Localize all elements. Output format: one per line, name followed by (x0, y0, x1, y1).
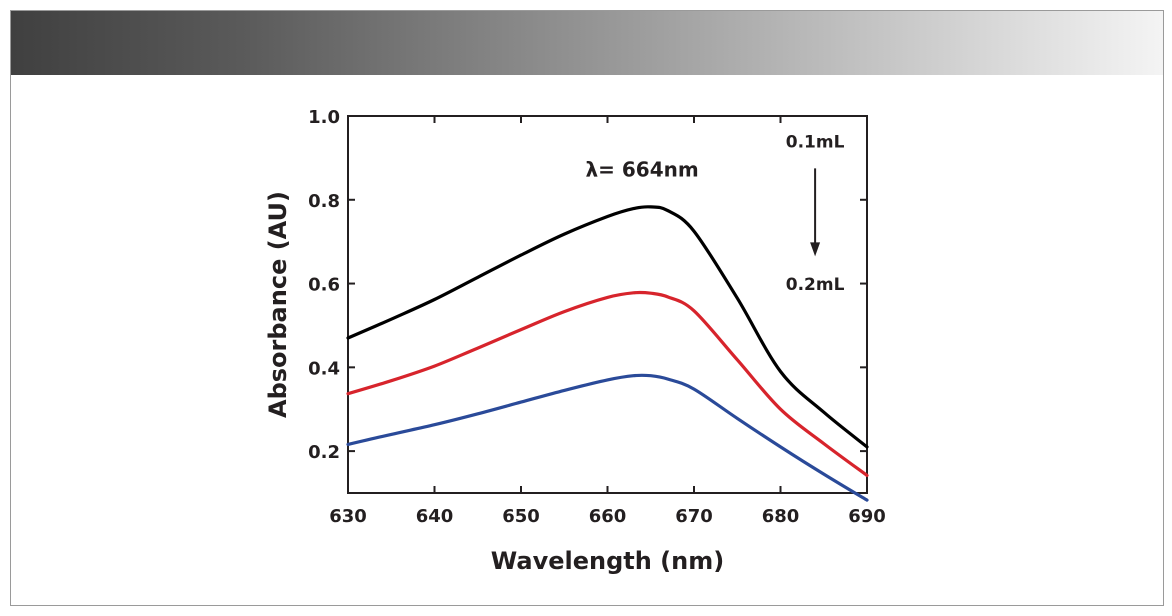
x-tick-label: 690 (848, 506, 886, 527)
figure-frame (10, 10, 1164, 606)
series-line-0-1ml (346, 205, 869, 449)
volume-start-label: 0.1mL (786, 132, 845, 152)
y-tick-label: 0.8 (308, 191, 340, 212)
arrow-down-icon (810, 242, 821, 257)
x-axis-title: Wavelength (nm) (491, 547, 724, 575)
y-axis-title: Absorbance (AU) (264, 191, 292, 418)
chart-annotations: λ= 664nm 0.1mL 0.2mL (585, 132, 844, 294)
y-tick-label: 0.6 (308, 275, 340, 296)
peak-wavelength-label: λ= 664nm (585, 158, 698, 182)
x-tick-label: 630 (329, 506, 367, 527)
series-line-0-2ml (346, 373, 869, 502)
series-line-middle (346, 290, 869, 477)
series-lines (346, 205, 869, 502)
x-tick-label: 670 (675, 506, 713, 527)
x-tick-label: 640 (416, 506, 454, 527)
header-gradient-bar (11, 11, 1163, 75)
y-tick-label: 1.0 (308, 107, 340, 128)
axis-ticks: 630 640 650 660 670 680 690 0.2 0.4 0.6 0.8 1.0 (308, 107, 886, 527)
volume-end-label: 0.2mL (786, 275, 845, 295)
x-tick-label: 680 (762, 506, 800, 527)
x-tick-label: 650 (502, 506, 540, 527)
x-tick-label: 660 (589, 506, 627, 527)
y-tick-label: 0.4 (308, 358, 340, 379)
y-tick-label: 0.2 (308, 442, 340, 463)
